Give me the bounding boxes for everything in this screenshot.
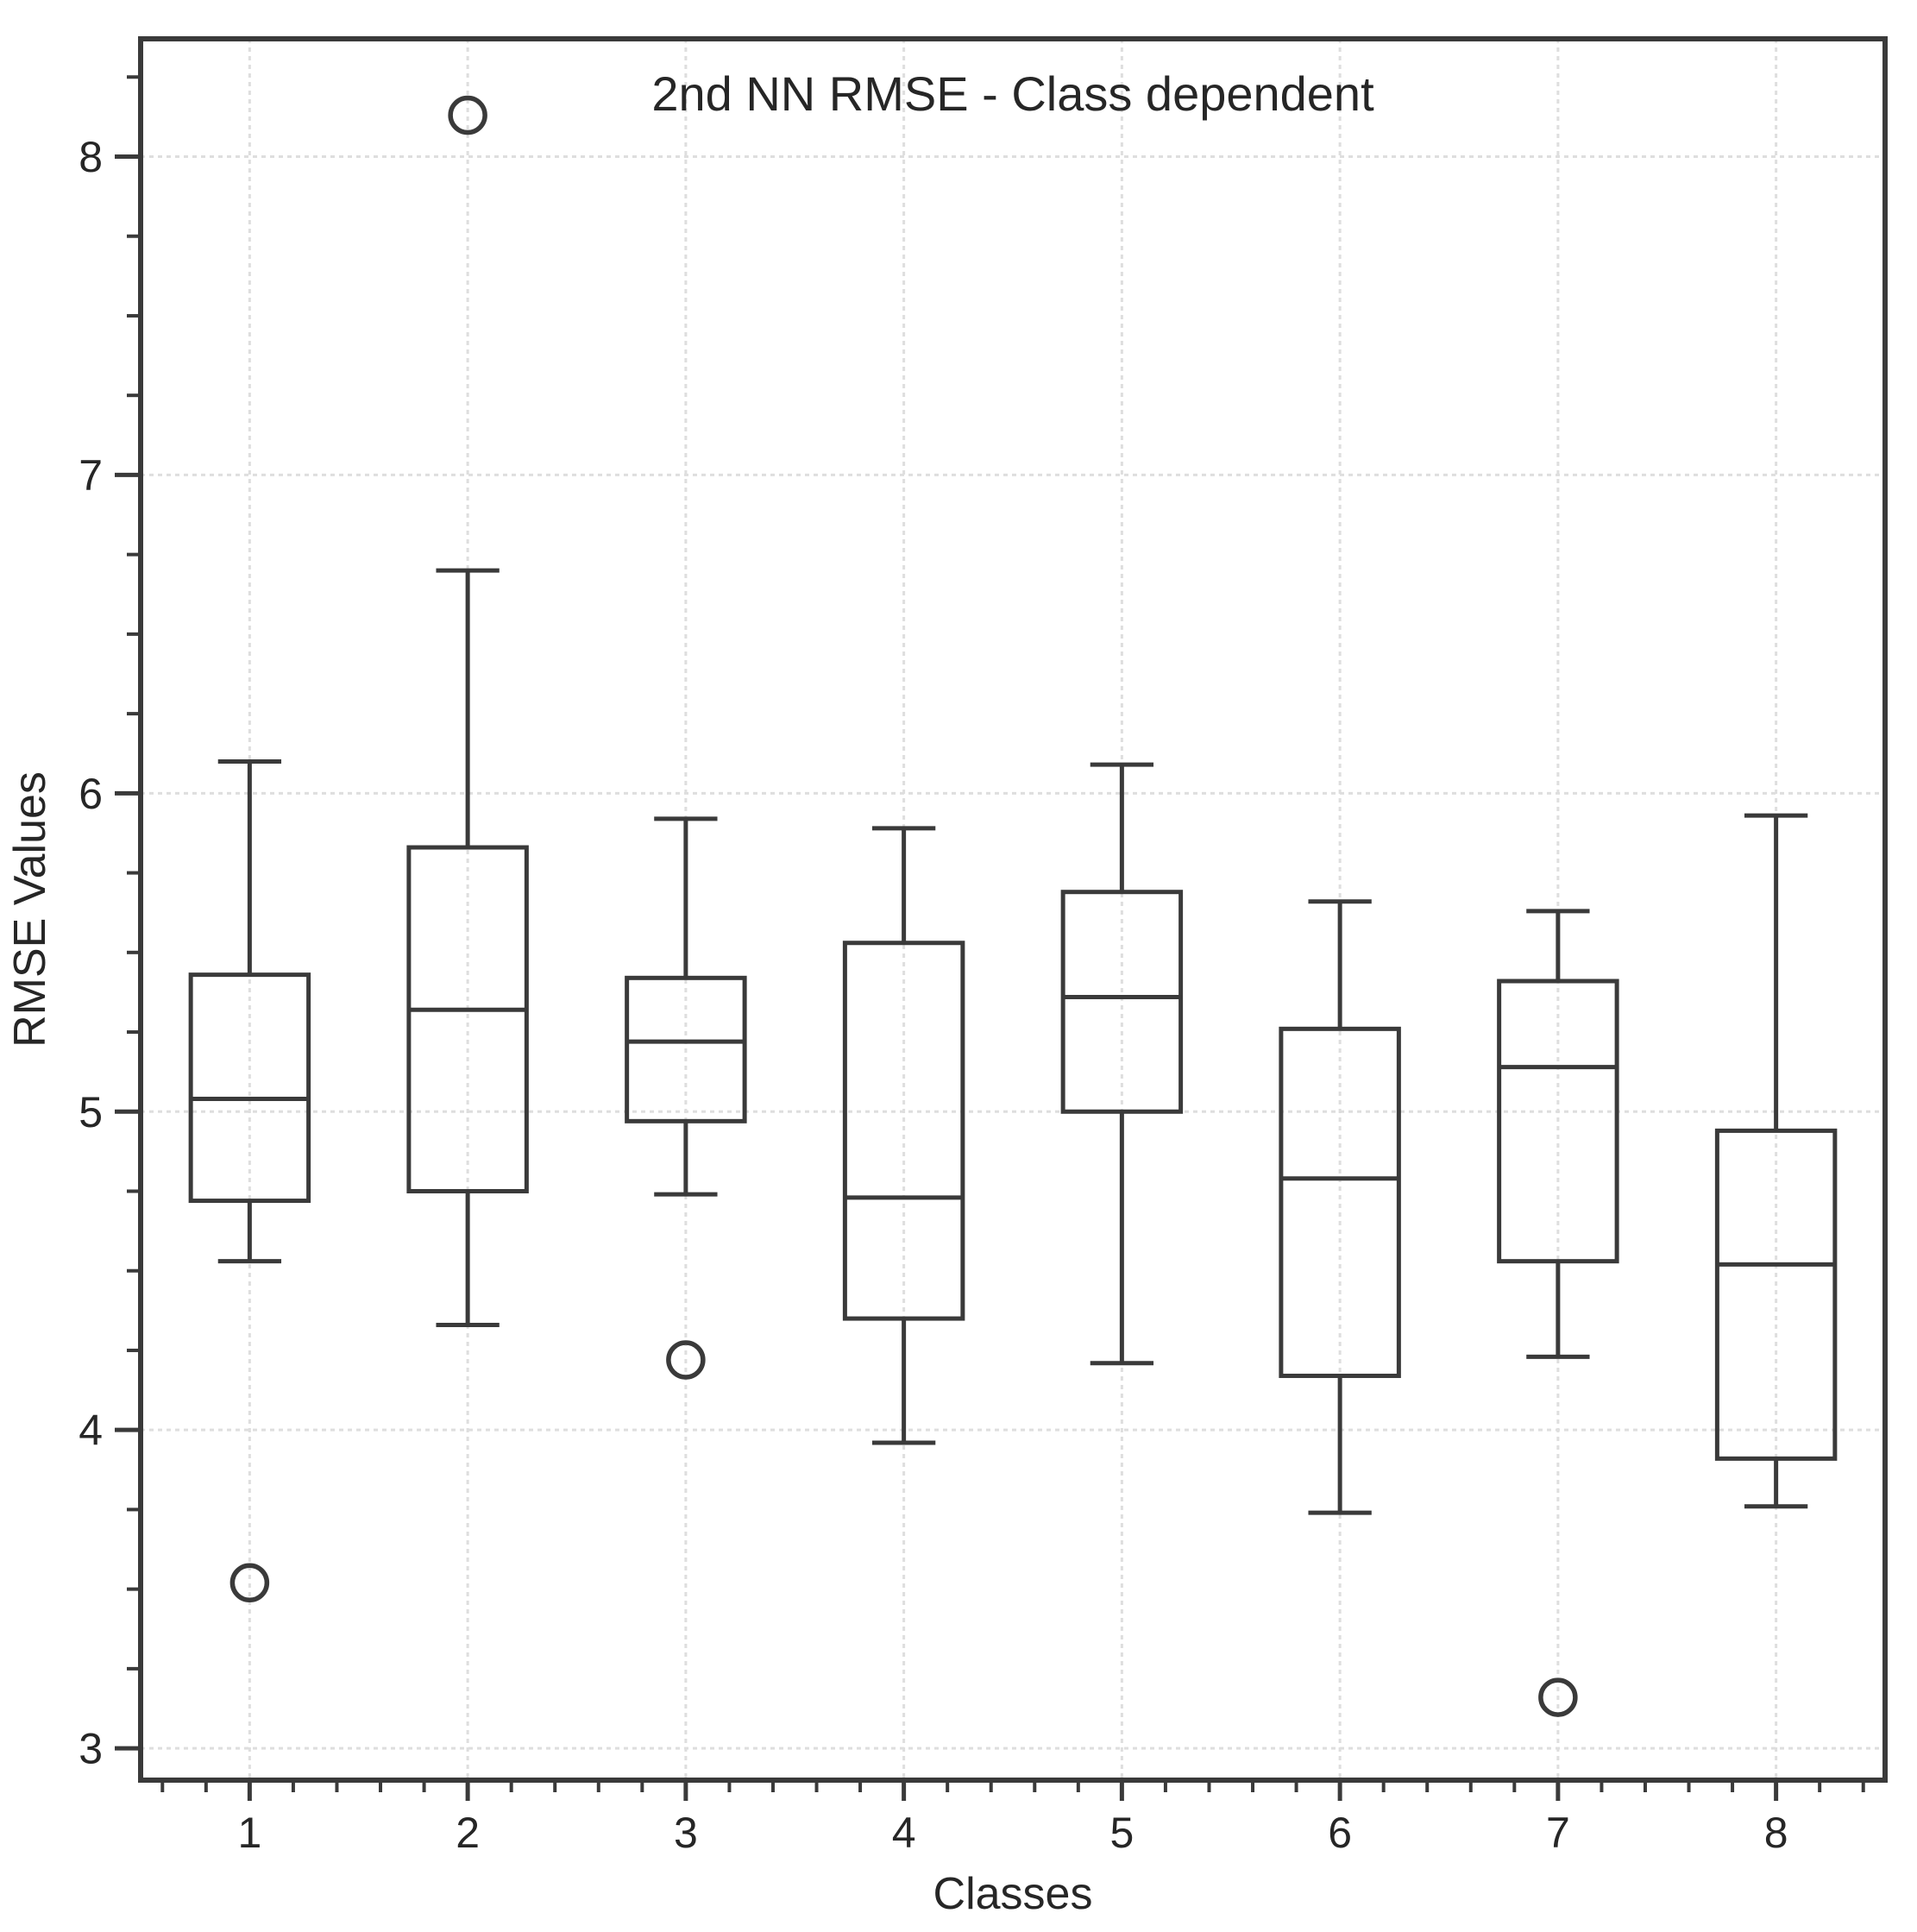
x-tick-label: 1 <box>237 1809 261 1857</box>
y-tick-label: 4 <box>79 1407 103 1455</box>
x-tick-label: 8 <box>1764 1809 1788 1857</box>
y-tick-label: 3 <box>79 1725 103 1773</box>
boxplot-group <box>842 826 965 1445</box>
x-tick-label: 7 <box>1546 1809 1570 1857</box>
iqr-box <box>1714 1128 1838 1461</box>
tick-labels: 3 4 5 6 7 8 1 2 3 4 5 6 7 8 <box>79 133 1788 1857</box>
y-tick-label: 6 <box>79 770 103 818</box>
iqr-box <box>1060 890 1184 1114</box>
outlier-marker <box>229 1563 270 1603</box>
plot-border <box>138 36 1888 1783</box>
axes <box>115 36 1888 1801</box>
iqr-box <box>625 975 747 1123</box>
iqr-box <box>842 941 965 1321</box>
boxplot-group <box>1714 813 1838 1509</box>
y-axis-label: RMSE Values <box>5 771 55 1048</box>
boxes <box>188 95 1838 1717</box>
x-tick-label: 2 <box>456 1809 480 1857</box>
x-axis-label: Classes <box>933 1869 1093 1919</box>
boxplot-group <box>1497 909 1619 1717</box>
boxplot-group <box>188 758 311 1603</box>
x-tick-label: 5 <box>1109 1809 1134 1857</box>
y-tick-label: 5 <box>79 1088 103 1136</box>
y-tick-label: 8 <box>79 133 103 181</box>
x-tick-label: 6 <box>1328 1809 1352 1857</box>
iqr-box <box>1279 1026 1401 1378</box>
outlier-marker <box>448 95 487 135</box>
boxplot-group <box>1060 762 1184 1366</box>
y-tick-label: 7 <box>79 451 103 500</box>
boxplot-group <box>1279 899 1401 1515</box>
outlier-marker <box>666 1340 706 1380</box>
boxplot-group <box>406 95 529 1327</box>
boxplot-group <box>625 816 747 1380</box>
iqr-box <box>1497 979 1619 1264</box>
iqr-box <box>406 845 529 1193</box>
outlier-marker <box>1538 1677 1578 1717</box>
chart-title: 2nd NN RMSE - Class dependent <box>651 66 1374 121</box>
iqr-box <box>188 972 311 1204</box>
x-tick-label: 4 <box>892 1809 916 1857</box>
x-tick-label: 3 <box>674 1809 698 1857</box>
gridlines <box>141 39 1885 1780</box>
